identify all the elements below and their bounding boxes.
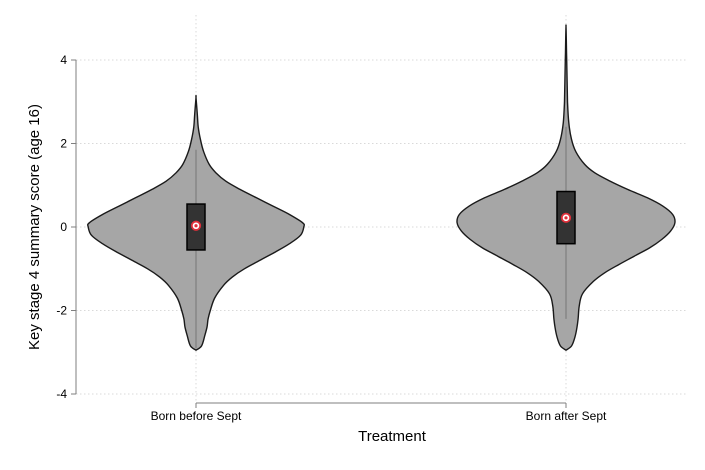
x-tick-label: Born before Sept (151, 409, 242, 423)
x-tick-label: Born after Sept (526, 409, 607, 423)
violins (87, 24, 676, 352)
y-tick-label: 2 (60, 137, 67, 151)
y-tick-label: -4 (56, 387, 67, 401)
y-tick-label: 4 (60, 53, 67, 67)
y-tick-label: 0 (60, 220, 67, 234)
median-marker-dot (564, 216, 568, 220)
median-marker-dot (194, 224, 198, 228)
x-axis-title: Treatment (358, 428, 427, 445)
x-axis-ticks: Born before Sept Born after Sept (151, 403, 607, 423)
y-axis-ticks: -4 -2 0 2 4 (56, 53, 76, 401)
y-tick-label: -2 (56, 304, 67, 318)
violin-group (87, 94, 305, 352)
y-axis-title: Key stage 4 summary score (age 16) (26, 104, 43, 350)
violin-group (456, 24, 676, 352)
